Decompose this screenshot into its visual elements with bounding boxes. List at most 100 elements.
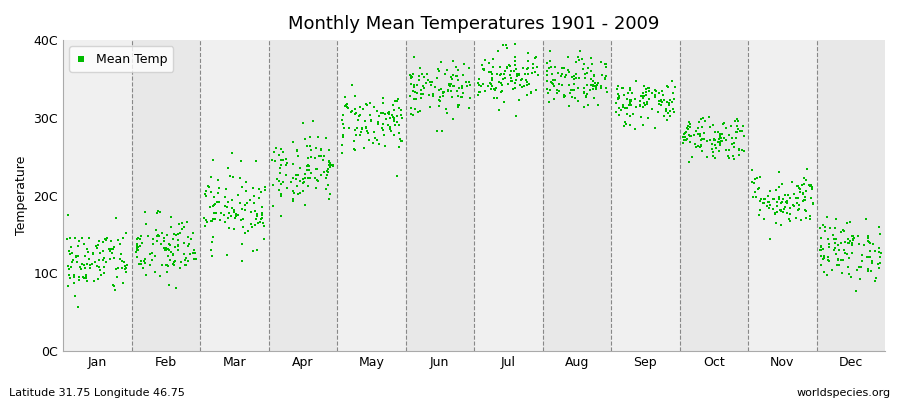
- Mean Temp: [158, 245, 173, 251]
- Mean Temp: [623, 97, 637, 103]
- Mean Temp: [762, 202, 777, 208]
- Mean Temp: [106, 246, 121, 252]
- Mean Temp: [693, 144, 707, 150]
- Mean Temp: [207, 202, 221, 208]
- Mean Temp: [572, 75, 586, 81]
- Mean Temp: [460, 83, 474, 89]
- Mean Temp: [753, 174, 768, 180]
- Mean Temp: [752, 198, 767, 204]
- Mean Temp: [615, 85, 629, 91]
- Mean Temp: [157, 245, 171, 252]
- Mean Temp: [494, 82, 508, 88]
- Mean Temp: [608, 108, 623, 115]
- Mean Temp: [363, 111, 377, 118]
- Mean Temp: [508, 58, 522, 64]
- Mean Temp: [679, 129, 693, 135]
- Mean Temp: [504, 78, 518, 84]
- Mean Temp: [249, 213, 264, 220]
- Mean Temp: [425, 78, 439, 85]
- Mean Temp: [763, 188, 778, 194]
- Mean Temp: [694, 136, 708, 142]
- Mean Temp: [117, 258, 131, 265]
- Mean Temp: [561, 54, 575, 60]
- Mean Temp: [688, 144, 703, 150]
- Mean Temp: [779, 198, 794, 204]
- Mean Temp: [199, 193, 213, 199]
- Mean Temp: [181, 234, 195, 240]
- Mean Temp: [566, 87, 580, 94]
- Mean Temp: [760, 199, 775, 205]
- Mean Temp: [274, 146, 289, 152]
- Mean Temp: [824, 266, 839, 273]
- Mean Temp: [633, 103, 647, 109]
- Mean Temp: [762, 236, 777, 242]
- Mean Temp: [569, 75, 583, 81]
- Mean Temp: [306, 118, 320, 124]
- Mean Temp: [735, 123, 750, 129]
- Mean Temp: [529, 54, 544, 60]
- Mean Temp: [224, 213, 238, 219]
- Mean Temp: [181, 258, 195, 264]
- Mean Temp: [204, 218, 219, 224]
- Mean Temp: [446, 83, 461, 89]
- Mean Temp: [799, 215, 814, 221]
- Mean Temp: [118, 263, 132, 269]
- Mean Temp: [703, 137, 717, 144]
- Mean Temp: [774, 222, 788, 228]
- Mean Temp: [495, 87, 509, 94]
- Mean Temp: [548, 77, 562, 83]
- Mean Temp: [584, 68, 598, 74]
- Mean Temp: [860, 254, 875, 260]
- Mean Temp: [578, 74, 592, 81]
- Mean Temp: [393, 136, 408, 142]
- Mean Temp: [482, 60, 496, 66]
- Mean Temp: [617, 105, 632, 112]
- Mean Temp: [81, 249, 95, 256]
- Mean Temp: [85, 261, 99, 267]
- Mean Temp: [574, 56, 589, 63]
- Mean Temp: [681, 132, 696, 139]
- Mean Temp: [618, 120, 633, 127]
- Mean Temp: [370, 137, 384, 143]
- Mean Temp: [748, 176, 762, 182]
- Mean Temp: [139, 272, 153, 278]
- Mean Temp: [660, 83, 674, 90]
- Mean Temp: [172, 220, 186, 227]
- Mean Temp: [768, 210, 782, 216]
- Mean Temp: [752, 212, 767, 218]
- Mean Temp: [622, 102, 636, 108]
- Mean Temp: [472, 76, 486, 82]
- Mean Temp: [661, 110, 675, 116]
- Mean Temp: [434, 58, 448, 65]
- Mean Temp: [753, 195, 768, 202]
- Mean Temp: [324, 162, 338, 168]
- Mean Temp: [845, 236, 859, 243]
- Mean Temp: [296, 120, 310, 126]
- Mean Temp: [381, 122, 395, 128]
- Mean Temp: [130, 254, 145, 260]
- Mean Temp: [285, 138, 300, 145]
- Mean Temp: [137, 257, 151, 264]
- Mean Temp: [347, 106, 362, 112]
- Mean Temp: [78, 265, 93, 272]
- Mean Temp: [268, 158, 283, 164]
- Mean Temp: [697, 115, 711, 122]
- Mean Temp: [239, 200, 254, 206]
- Mean Temp: [478, 88, 492, 94]
- Mean Temp: [218, 194, 232, 200]
- Mean Temp: [360, 128, 374, 134]
- Mean Temp: [814, 244, 828, 250]
- Bar: [543, 40, 611, 351]
- Mean Temp: [445, 94, 459, 100]
- Mean Temp: [394, 107, 409, 114]
- Mean Temp: [773, 208, 788, 215]
- Mean Temp: [680, 125, 695, 132]
- Mean Temp: [211, 177, 225, 183]
- Mean Temp: [798, 194, 813, 200]
- Mean Temp: [347, 127, 362, 133]
- Mean Temp: [796, 181, 811, 188]
- Mean Temp: [572, 54, 586, 60]
- Mean Temp: [158, 246, 173, 253]
- Mean Temp: [640, 99, 654, 105]
- Mean Temp: [148, 253, 162, 259]
